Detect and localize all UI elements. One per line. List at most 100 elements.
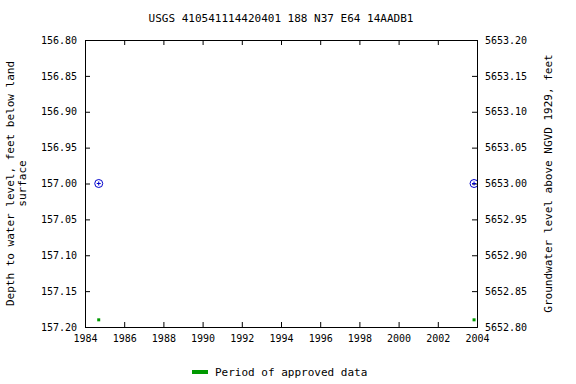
tick-mark [85, 76, 90, 77]
tick [359, 40, 360, 45]
tick: 5653.05 [472, 142, 527, 153]
legend-swatch [192, 370, 208, 374]
tick-label: 1992 [230, 333, 254, 344]
tick-mark [320, 322, 321, 327]
tick-mark [242, 40, 243, 45]
tick: 1990 [191, 322, 215, 344]
tick-mark [399, 322, 400, 327]
tick: 156.80 [41, 35, 90, 46]
tick-mark [472, 219, 477, 220]
approved-mark [97, 318, 100, 321]
tick-label: 5653.10 [485, 106, 527, 117]
tick-mark [124, 40, 125, 45]
tick-mark [472, 40, 477, 41]
y-axis-title: Depth to water level, feet below landsur… [4, 61, 29, 306]
plot-area [95, 180, 477, 322]
tick-label: 1998 [348, 333, 372, 344]
tick-mark [85, 255, 90, 256]
tick-label: 5652.95 [485, 214, 527, 225]
tick: 156.90 [41, 106, 90, 117]
tick-label: 157.05 [41, 214, 77, 225]
tick: 1994 [269, 322, 293, 344]
x-axis: 1984198619881990199219941996199820002002… [73, 322, 489, 344]
tick [242, 40, 243, 45]
tick-label: 1986 [113, 333, 137, 344]
tick-label: 2004 [465, 333, 489, 344]
chart: USGS 410541114420401 188 N37 E64 14AADB1… [0, 0, 576, 384]
tick: 1986 [113, 322, 137, 344]
tick-label: 5652.80 [485, 322, 527, 333]
tick: 5652.80 [472, 322, 527, 333]
tick-mark [124, 322, 125, 327]
tick-mark [438, 40, 439, 45]
tick: 157.15 [41, 286, 90, 297]
tick-label: 2002 [426, 333, 450, 344]
tick: 157.10 [41, 250, 90, 261]
tick [163, 40, 164, 45]
tick [124, 40, 125, 45]
tick-mark [85, 148, 90, 149]
tick: 156.85 [41, 71, 90, 82]
tick-mark [85, 327, 90, 328]
tick: 157.00 [41, 178, 90, 189]
tick-mark [163, 40, 164, 45]
axis-line [86, 41, 91, 328]
tick-label: 157.15 [41, 286, 77, 297]
tick-mark [163, 322, 164, 327]
tick-mark [281, 322, 282, 327]
y-axis: 156.80 156.85 156.90 156.95 157.00 157.05 157.… [41, 35, 90, 333]
tick-label: 1996 [309, 333, 333, 344]
tick: 5652.95 [472, 214, 527, 225]
tick-mark [85, 219, 90, 220]
point [95, 180, 103, 188]
x-axis-top [86, 40, 478, 45]
tick: 1996 [309, 322, 333, 344]
tick [203, 40, 204, 45]
point-cross [97, 182, 101, 186]
tick: 5653.00 [472, 178, 527, 189]
y2-axis-title: Groundwater level above NGVD 1929, feet [542, 54, 555, 312]
tick: 156.95 [41, 142, 90, 153]
tick-label: 5653.05 [485, 142, 527, 153]
tick-label: 156.95 [41, 142, 77, 153]
tick-mark [359, 322, 360, 327]
tick-label: 1990 [191, 333, 215, 344]
legend: Period of approved data [192, 366, 367, 379]
tick-mark [203, 40, 204, 45]
tick-label: 1984 [73, 333, 97, 344]
tick-mark [242, 322, 243, 327]
tick-mark [472, 327, 477, 328]
point-marker [95, 180, 103, 188]
tick: 2002 [426, 322, 450, 344]
tick-mark [359, 40, 360, 45]
tick: 5652.90 [472, 250, 527, 261]
tick-label: 5652.90 [485, 250, 527, 261]
tick-label: 5653.20 [485, 35, 527, 46]
legend-label: Period of approved data [215, 366, 367, 379]
axis-line [86, 322, 478, 328]
tick-label: 156.80 [41, 35, 77, 46]
tick: 157.05 [41, 214, 90, 225]
tick-label: 157.00 [41, 178, 77, 189]
tick-label: 5653.15 [485, 71, 527, 82]
tick-mark [399, 40, 400, 45]
tick-label: 157.20 [41, 322, 77, 333]
tick-mark [281, 40, 282, 45]
approved-mark [473, 318, 476, 321]
tick-mark [438, 322, 439, 327]
y2-axis: 5652.80 5652.85 5652.90 5652.95 5653.00 5653.… [472, 35, 527, 333]
tick-label: 156.85 [41, 71, 77, 82]
tick: 1992 [230, 322, 254, 344]
tick: 2000 [387, 322, 411, 344]
tick [281, 40, 282, 45]
tick-mark [320, 40, 321, 45]
title: USGS 410541114420401 188 N37 E64 14AADB1 [149, 12, 414, 25]
tick-label: 2000 [387, 333, 411, 344]
tick-mark [472, 148, 477, 149]
tick-label: 5652.85 [485, 286, 527, 297]
frame-line [86, 41, 478, 46]
tick-mark [85, 184, 90, 185]
axis-line [472, 41, 478, 328]
tick: 5652.85 [472, 286, 527, 297]
tick-mark [472, 112, 477, 113]
